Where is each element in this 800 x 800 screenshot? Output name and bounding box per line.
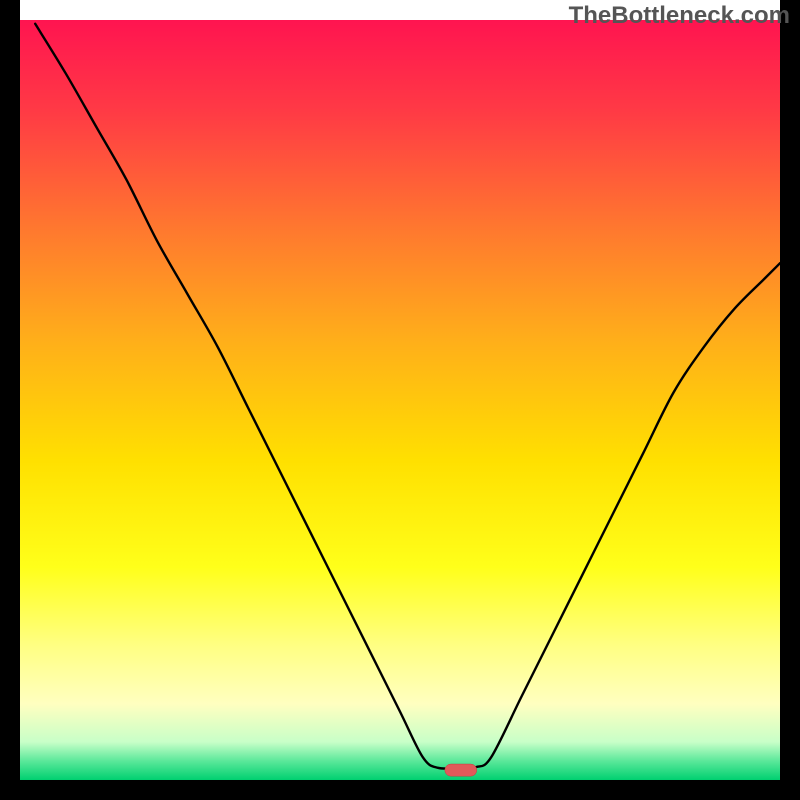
bottleneck-chart: TheBottleneck.com: [0, 0, 800, 800]
frame-left: [0, 0, 20, 800]
chart-background: [20, 20, 780, 780]
chart-svg: [0, 0, 800, 800]
frame-right: [780, 0, 800, 800]
frame-bottom: [0, 780, 800, 800]
optimal-point-marker: [445, 764, 477, 776]
